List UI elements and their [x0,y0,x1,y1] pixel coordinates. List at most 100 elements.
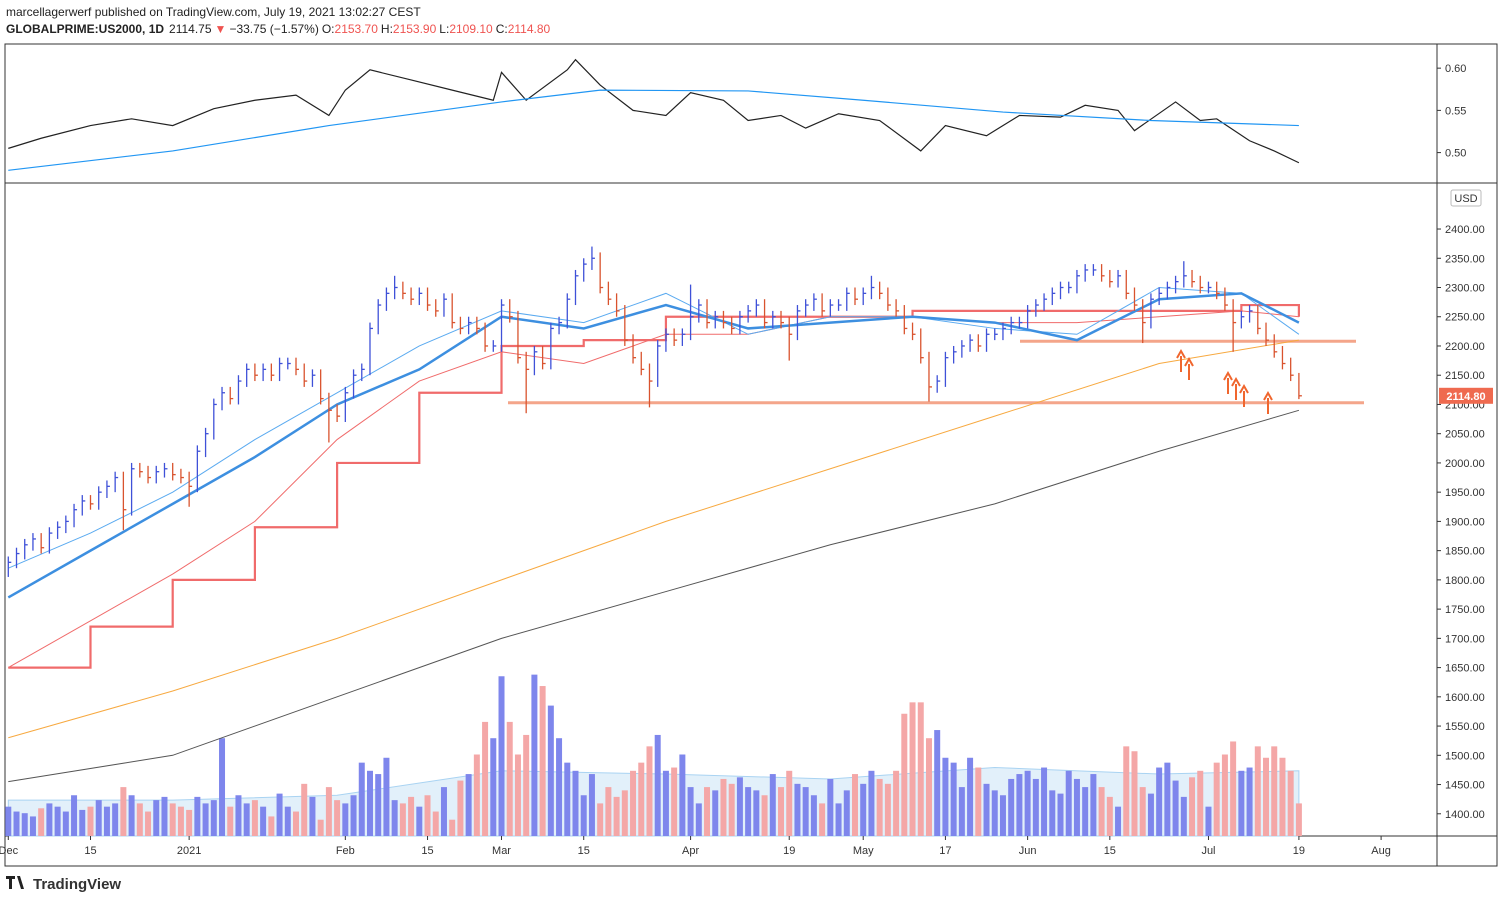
last-price-label: 2114.80 [1446,391,1485,403]
volume-bar [391,800,398,836]
y-tick-label: 2400.00 [1445,224,1485,236]
x-tick-label: 15 [84,845,96,857]
y-tick-label: 2300.00 [1445,283,1485,295]
volume-bar [136,803,143,836]
volume-bar [128,795,135,836]
open-key: O: [322,22,335,36]
close-key: C: [496,22,508,36]
y-tick-label: 1950.00 [1445,487,1485,499]
volume-bar [925,738,932,836]
volume-bar [975,767,982,836]
volume-bar [210,800,217,836]
unit-box [1450,189,1482,207]
volume-bar [531,674,538,836]
x-tick-label: Aug [1371,845,1391,857]
volume-bar [704,787,711,836]
volume-bar [1254,746,1261,836]
x-tick-label: 19 [783,845,795,857]
volume-bar [169,803,176,836]
volume-bar [950,762,957,836]
volume-bar [177,806,184,836]
volume-bar [416,806,423,836]
y-tick-label: 1900.00 [1445,516,1485,528]
volume-bar [1213,762,1220,836]
volume-bar [588,774,595,836]
volume-bar [95,800,102,836]
volume-bar [432,811,439,836]
volume-bar [572,770,579,836]
volume-bar [967,757,974,836]
volume-bar [1032,778,1039,836]
volume-bar [753,790,760,836]
arrow: ▼ [215,22,227,36]
y-tick-label: 1450.00 [1445,780,1485,792]
volume-bar [260,806,267,836]
indicator-line [8,89,1299,171]
indicator-line [8,58,1300,164]
volume-bar [1131,751,1138,836]
volume-bar [317,819,324,836]
volume-bar [440,787,447,836]
volume-bar [399,803,406,836]
volume-bar [490,738,497,836]
logo-text: TradingView [33,876,121,893]
volume-bar [29,816,36,836]
logo: TradingView [6,876,121,893]
volume-bar [465,774,472,836]
volume-bar [79,809,86,836]
volume-bar [1098,787,1105,836]
volume-bar [621,790,628,836]
volume-bar [893,770,900,836]
volume-bar [851,774,858,836]
volume-bar [1164,762,1171,836]
volume-bar [909,702,916,836]
volume-bar [325,787,332,836]
volume-bar [736,777,743,836]
open: 2153.70 [335,22,379,36]
y-tick-label: 1750.00 [1445,604,1485,616]
volume-bar [276,793,283,836]
volume-bar [1263,757,1270,836]
volume-bar [991,790,998,836]
volume-bar [1205,806,1212,836]
volume-bar [514,754,521,836]
y-tick-label: 2350.00 [1445,253,1485,265]
last-price-box [1439,387,1493,404]
volume-bar [860,783,867,836]
volume-bar [87,806,94,836]
volume-bar [630,770,637,836]
volume-bar [506,721,513,836]
symbol: GLOBALPRIME:US2000, 1D [6,22,164,36]
y-tick-label: 2250.00 [1445,312,1485,324]
volume-bar [227,806,234,836]
volume-bar [1139,787,1146,836]
symbol-line: GLOBALPRIME:US2000, 1D 2114.75 ▼ −33.75 (−1… [6,22,551,36]
high: 2153.90 [393,22,437,36]
price: 2114.75 [169,22,212,36]
volume-bar [194,796,201,836]
volume-bar [876,778,883,836]
volume-bar [835,803,842,836]
volume-bar [1106,796,1113,836]
volume-bar [983,783,990,836]
volume-bar [712,790,719,836]
volume-bar [728,783,735,836]
y-tick-label: 1550.00 [1445,721,1485,733]
y-tick-label: 0.50 [1445,148,1466,160]
volume-bar [786,770,793,836]
volume-bar [498,676,505,836]
volume-bar [5,806,12,836]
volume-bar [942,757,949,836]
volume-bar [366,770,373,836]
x-tick-label: Jun [1019,845,1037,857]
moving-average [7,292,1300,599]
moving-average [8,339,1299,739]
y-tick-label: 2050.00 [1445,429,1485,441]
x-tick-label: Mar [492,845,511,857]
volume-bar [1221,754,1228,836]
volume-bar [1024,770,1031,836]
volume-bar [745,787,752,836]
volume-bar [334,800,341,836]
volume-bar [54,806,61,836]
